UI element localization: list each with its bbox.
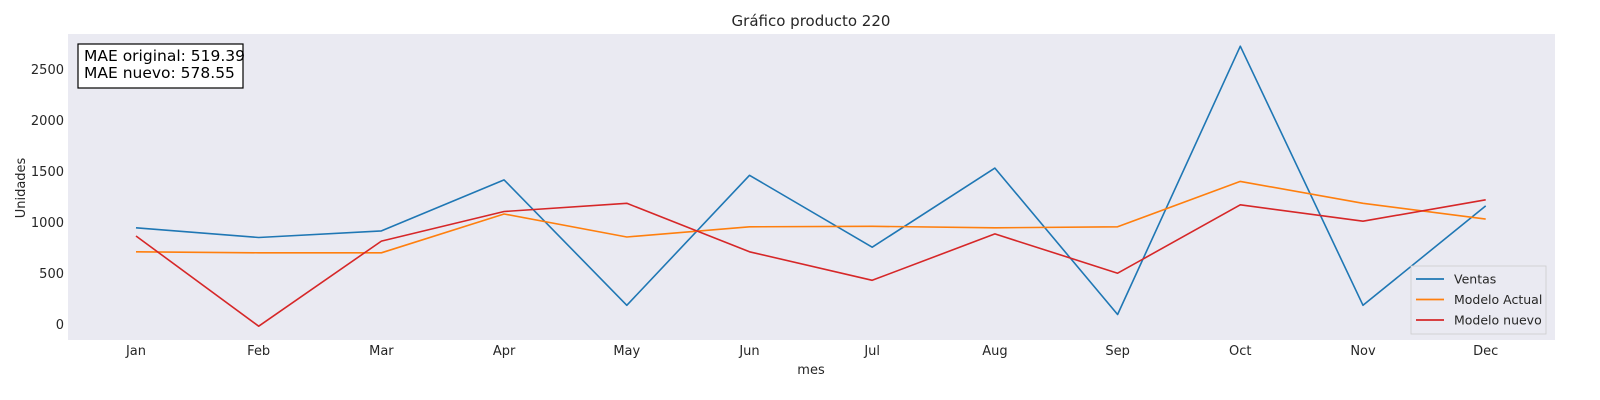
plot-area <box>68 34 1555 340</box>
legend-label: Modelo Actual <box>1454 292 1542 307</box>
y-tick-label: 500 <box>39 267 64 282</box>
x-tick-label: Oct <box>1229 344 1251 359</box>
chart-title: Gráfico producto 220 <box>732 12 891 30</box>
x-axis-label: mes <box>797 363 825 378</box>
x-tick-label: Jul <box>863 344 880 359</box>
y-axis-ticks: 0 500 1000 1500 2000 2500 <box>31 63 64 333</box>
x-tick-label: Sep <box>1105 344 1130 359</box>
x-tick-label: Nov <box>1350 344 1376 359</box>
y-tick-label: 0 <box>56 318 64 333</box>
x-tick-label: May <box>613 344 640 359</box>
legend-label: Ventas <box>1454 272 1496 287</box>
y-tick-label: 2500 <box>31 63 64 78</box>
legend-label: Modelo nuevo <box>1454 313 1542 328</box>
y-tick-label: 1500 <box>31 165 64 180</box>
x-tick-label: Aug <box>982 344 1007 359</box>
mae-original-text: MAE original: 519.39 <box>84 47 245 65</box>
series-line <box>135 199 1486 328</box>
x-tick-label: Feb <box>247 344 270 359</box>
series-lines <box>135 45 1487 328</box>
legend: Ventas Modelo Actual Modelo nuevo <box>1410 265 1547 335</box>
series-line <box>135 45 1487 316</box>
x-tick-label: Dec <box>1473 344 1498 359</box>
x-axis-ticks: Jan Feb Mar Apr May Jun Jul Aug Sep Oct Nov Dec <box>125 344 1498 359</box>
x-tick-label: Apr <box>493 344 516 359</box>
mae-annotation-box: MAE original: 519.39 MAE nuevo: 578.55 <box>77 43 245 89</box>
mae-nuevo-text: MAE nuevo: 578.55 <box>84 64 235 82</box>
y-tick-label: 2000 <box>31 114 64 129</box>
x-tick-label: Jan <box>125 344 146 359</box>
series-line <box>135 180 1486 254</box>
y-tick-label: 1000 <box>31 216 64 231</box>
x-tick-label: Jun <box>738 344 759 359</box>
y-axis-label: Unidades <box>14 157 29 218</box>
x-tick-label: Mar <box>369 344 394 359</box>
